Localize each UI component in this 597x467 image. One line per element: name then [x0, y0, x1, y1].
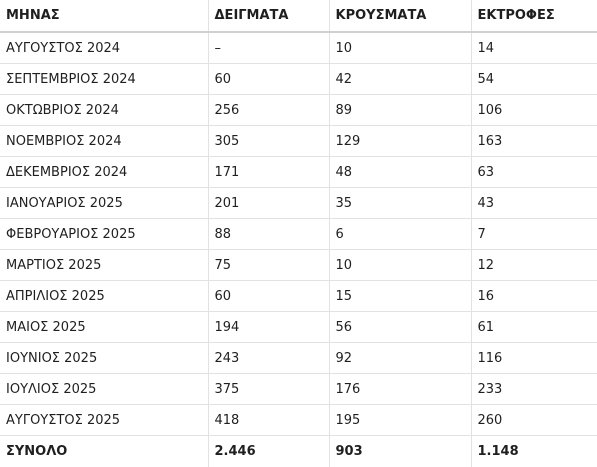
cell-month: ΑΥΓΟΥΣΤΟΣ 2024	[0, 32, 208, 64]
cell-samples: 88	[208, 219, 329, 250]
cell-month: ΟΚΤΩΒΡΙΟΣ 2024	[0, 95, 208, 126]
table-row: ΝΟΕΜΒΡΙΟΣ 2024 305 129 163	[0, 126, 597, 157]
header-month: ΜΗΝΑΣ	[0, 0, 208, 32]
cell-month: ΙΟΥΝΙΟΣ 2025	[0, 343, 208, 374]
cell-samples: 243	[208, 343, 329, 374]
cell-farms: 43	[471, 188, 597, 219]
cell-samples: 60	[208, 281, 329, 312]
cell-cases: 15	[329, 281, 471, 312]
total-row: ΣΥΝΟΛΟ 2.446 903 1.148	[0, 436, 597, 467]
table-row: ΙΑΝΟΥΑΡΙΟΣ 2025 201 35 43	[0, 188, 597, 219]
cell-cases: 89	[329, 95, 471, 126]
cell-samples: 75	[208, 250, 329, 281]
cell-farms: 61	[471, 312, 597, 343]
cell-cases: 56	[329, 312, 471, 343]
table-row: ΟΚΤΩΒΡΙΟΣ 2024 256 89 106	[0, 95, 597, 126]
table-row: ΦΕΒΡΟΥΑΡΙΟΣ 2025 88 6 7	[0, 219, 597, 250]
total-label: ΣΥΝΟΛΟ	[0, 436, 208, 467]
cell-farms: 63	[471, 157, 597, 188]
cell-farms: 14	[471, 32, 597, 64]
cell-farms: 106	[471, 95, 597, 126]
table-row: ΣΕΠΤΕΜΒΡΙΟΣ 2024 60 42 54	[0, 64, 597, 95]
cell-farms: 16	[471, 281, 597, 312]
cell-samples: 256	[208, 95, 329, 126]
cell-farms: 7	[471, 219, 597, 250]
cell-month: ΙΑΝΟΥΑΡΙΟΣ 2025	[0, 188, 208, 219]
total-farms: 1.148	[471, 436, 597, 467]
cell-cases: 48	[329, 157, 471, 188]
cell-month: ΜΑΡΤΙΟΣ 2025	[0, 250, 208, 281]
cell-cases: 10	[329, 32, 471, 64]
cell-samples: 418	[208, 405, 329, 436]
cell-farms: 163	[471, 126, 597, 157]
cell-cases: 176	[329, 374, 471, 405]
cell-farms: 233	[471, 374, 597, 405]
cell-samples: 201	[208, 188, 329, 219]
header-cases: ΚΡΟΥΣΜΑΤΑ	[329, 0, 471, 32]
cell-month: ΑΥΓΟΥΣΤΟΣ 2025	[0, 405, 208, 436]
table-header-row: ΜΗΝΑΣ ΔΕΙΓΜΑΤΑ ΚΡΟΥΣΜΑΤΑ ΕΚΤΡΟΦΕΣ	[0, 0, 597, 32]
cell-samples: 171	[208, 157, 329, 188]
cell-samples: 60	[208, 64, 329, 95]
cell-month: ΙΟΥΛΙΟΣ 2025	[0, 374, 208, 405]
table-row: ΑΠΡΙΛΙΟΣ 2025 60 15 16	[0, 281, 597, 312]
cell-cases: 35	[329, 188, 471, 219]
cell-farms: 260	[471, 405, 597, 436]
table-row: ΜΑΙΟΣ 2025 194 56 61	[0, 312, 597, 343]
cell-cases: 129	[329, 126, 471, 157]
table-row: ΑΥΓΟΥΣΤΟΣ 2024 – 10 14	[0, 32, 597, 64]
cell-samples: –	[208, 32, 329, 64]
cell-cases: 195	[329, 405, 471, 436]
table-row: ΙΟΥΛΙΟΣ 2025 375 176 233	[0, 374, 597, 405]
cell-farms: 12	[471, 250, 597, 281]
cell-farms: 54	[471, 64, 597, 95]
cell-month: ΝΟΕΜΒΡΙΟΣ 2024	[0, 126, 208, 157]
cell-cases: 6	[329, 219, 471, 250]
cell-farms: 116	[471, 343, 597, 374]
table-row: ΑΥΓΟΥΣΤΟΣ 2025 418 195 260	[0, 405, 597, 436]
cell-samples: 305	[208, 126, 329, 157]
total-samples: 2.446	[208, 436, 329, 467]
cell-month: ΑΠΡΙΛΙΟΣ 2025	[0, 281, 208, 312]
cell-month: ΔΕΚΕΜΒΡΙΟΣ 2024	[0, 157, 208, 188]
cell-month: ΦΕΒΡΟΥΑΡΙΟΣ 2025	[0, 219, 208, 250]
cell-cases: 10	[329, 250, 471, 281]
cell-cases: 42	[329, 64, 471, 95]
header-samples: ΔΕΙΓΜΑΤΑ	[208, 0, 329, 32]
table-row: ΜΑΡΤΙΟΣ 2025 75 10 12	[0, 250, 597, 281]
total-cases: 903	[329, 436, 471, 467]
header-farms: ΕΚΤΡΟΦΕΣ	[471, 0, 597, 32]
cell-samples: 375	[208, 374, 329, 405]
cell-month: ΣΕΠΤΕΜΒΡΙΟΣ 2024	[0, 64, 208, 95]
cell-samples: 194	[208, 312, 329, 343]
table-row: ΔΕΚΕΜΒΡΙΟΣ 2024 171 48 63	[0, 157, 597, 188]
table-row: ΙΟΥΝΙΟΣ 2025 243 92 116	[0, 343, 597, 374]
cell-cases: 92	[329, 343, 471, 374]
cell-month: ΜΑΙΟΣ 2025	[0, 312, 208, 343]
